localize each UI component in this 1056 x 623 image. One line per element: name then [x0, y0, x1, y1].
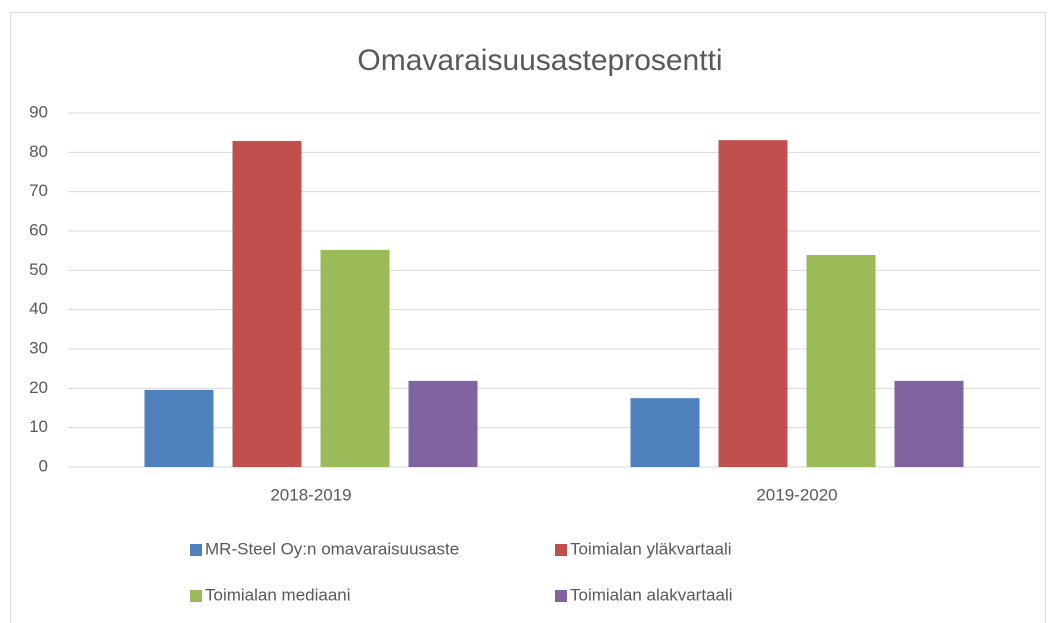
legend-label: Toimialan mediaani	[205, 585, 351, 604]
legend-swatch	[555, 544, 567, 556]
bar	[630, 398, 700, 467]
bar	[232, 140, 302, 467]
y-tick-label: 10	[29, 417, 48, 436]
y-tick-label: 40	[29, 299, 48, 318]
legend-swatch	[190, 544, 202, 556]
y-tick-label: 60	[29, 220, 48, 239]
y-tick-label: 50	[29, 260, 48, 279]
legend-swatch	[190, 590, 202, 602]
legend-label: MR-Steel Oy:n omavaraisuusaste	[205, 539, 459, 558]
y-tick-label: 0	[39, 456, 48, 475]
bar	[320, 249, 390, 467]
legend-swatch	[555, 590, 567, 602]
y-tick-label: 80	[29, 142, 48, 161]
chart-border	[10, 12, 1046, 623]
legend-label: Toimialan alakvartaali	[570, 585, 733, 604]
y-tick-label: 90	[29, 102, 48, 121]
bar	[144, 389, 214, 467]
y-tick-label: 20	[29, 378, 48, 397]
legend-label: Toimialan yläkvartaali	[570, 539, 732, 558]
x-tick-label: 2018-2019	[270, 485, 351, 504]
y-tick-label: 30	[29, 338, 48, 357]
bar	[894, 380, 964, 467]
bar	[408, 380, 478, 467]
x-tick-label: 2019-2020	[756, 485, 837, 504]
bar	[806, 254, 876, 467]
y-tick-label: 70	[29, 181, 48, 200]
chart-title: Omavaraisuusasteprosentti	[357, 44, 722, 77]
bar	[718, 140, 788, 467]
